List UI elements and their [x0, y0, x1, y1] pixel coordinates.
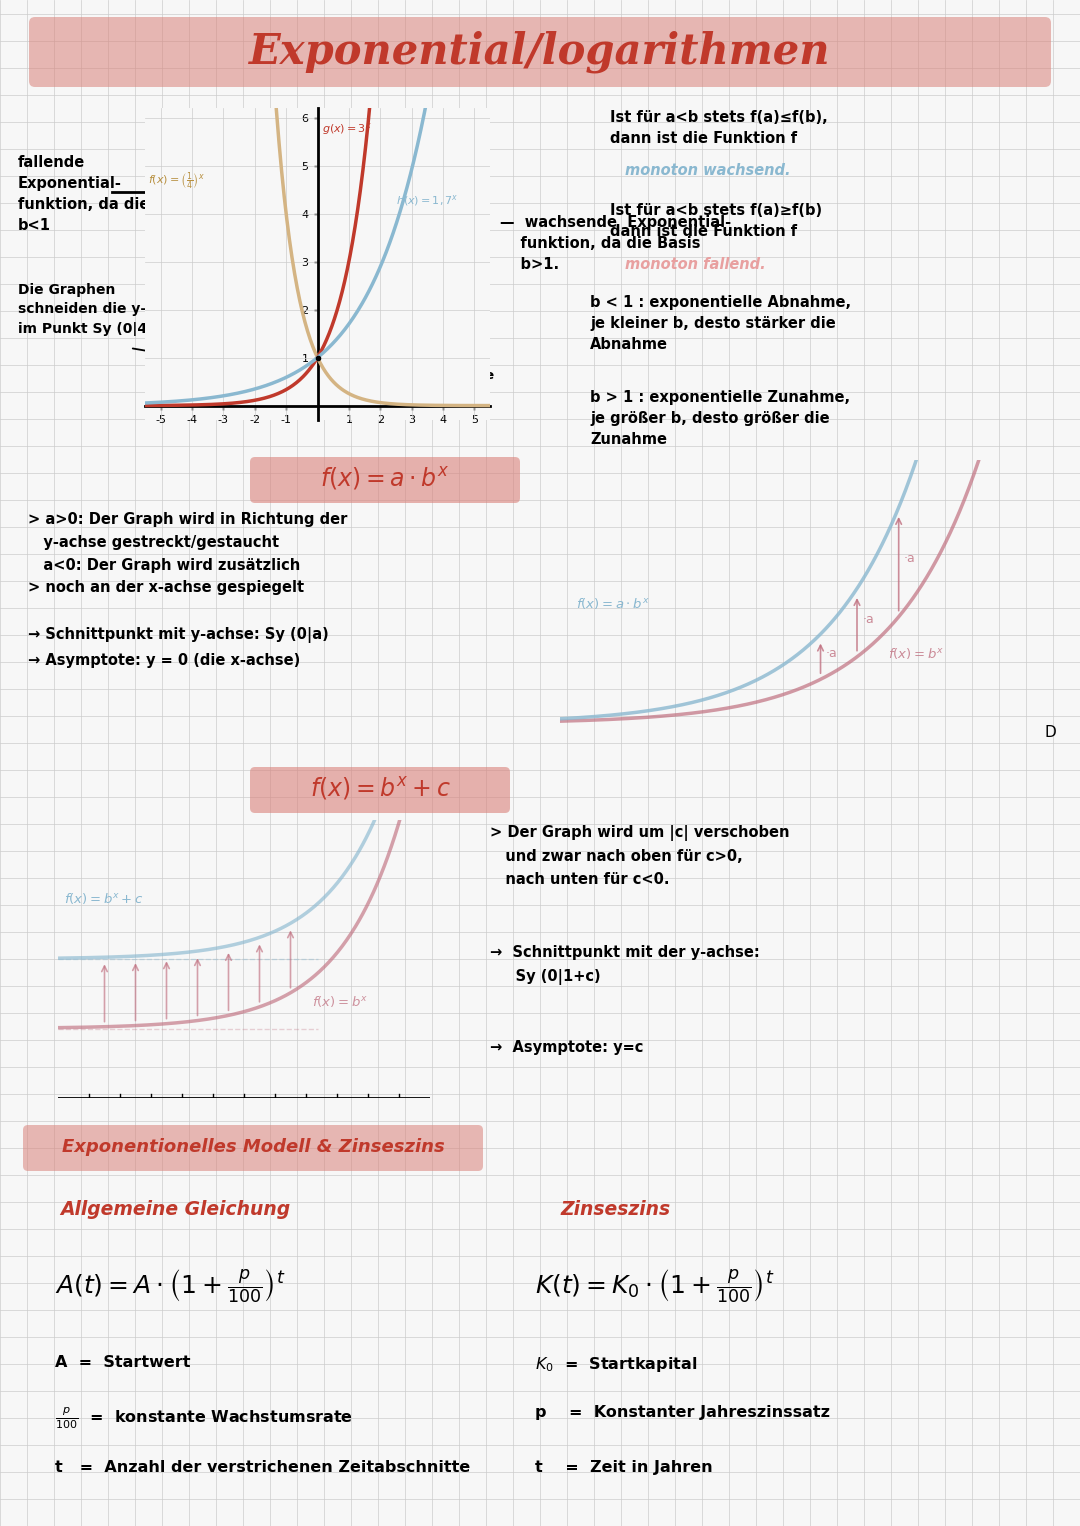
- Text: Die x-Achse
ist Asymptote: Die x-Achse ist Asymptote: [390, 353, 495, 382]
- Text: Exponential/logarithmen: Exponential/logarithmen: [249, 31, 831, 73]
- Text: $f(x)=b^x+c$: $f(x)=b^x+c$: [310, 775, 450, 803]
- Text: > a>0: Der Graph wird in Richtung der
   y-achse gestreckt/gestaucht
   a<0: Der: > a>0: Der Graph wird in Richtung der y-…: [28, 513, 348, 595]
- Text: p    =  Konstanter Jahreszinssatz: p = Konstanter Jahreszinssatz: [535, 1405, 831, 1421]
- Text: $\frac{p}{100}$  =  konstante Wachstumsrate: $\frac{p}{100}$ = konstante Wachstumsrat…: [55, 1405, 353, 1431]
- Text: monoton wachsend.: monoton wachsend.: [625, 163, 791, 179]
- Text: t   =  Anzahl der verstrichenen Zeitabschnitte: t = Anzahl der verstrichenen Zeitabschni…: [55, 1460, 470, 1476]
- Text: Zinseszins: Zinseszins: [561, 1199, 670, 1219]
- Text: $g(x)=3^x$: $g(x)=3^x$: [322, 121, 372, 137]
- Text: monoton fallend.: monoton fallend.: [625, 256, 766, 272]
- Text: ·a: ·a: [862, 612, 874, 626]
- Text: ·a: ·a: [826, 647, 837, 659]
- Text: $K_0$  =  Startkapital: $K_0$ = Startkapital: [535, 1355, 698, 1373]
- Text: b < 1 : exponentielle Abnahme,
je kleiner b, desto stärker die
Abnahme: b < 1 : exponentielle Abnahme, je kleine…: [590, 295, 851, 353]
- Text: A  =  Startwert: A = Startwert: [55, 1355, 190, 1370]
- Text: Ist für a<b stets f(a)≤f(b),
dann ist die Funktion f: Ist für a<b stets f(a)≤f(b), dann ist di…: [610, 110, 827, 146]
- FancyBboxPatch shape: [29, 17, 1051, 87]
- FancyBboxPatch shape: [249, 768, 510, 813]
- Text: $h(x)=1,7^x$: $h(x)=1,7^x$: [396, 194, 459, 209]
- FancyBboxPatch shape: [23, 1125, 483, 1170]
- Text: $f(x)=a \cdot b^x$: $f(x)=a \cdot b^x$: [320, 465, 450, 493]
- Text: $f(x)=b^x$: $f(x)=b^x$: [312, 995, 368, 1009]
- Text: $f(x)=\left(\frac{1}{4}\right)^x$: $f(x)=\left(\frac{1}{4}\right)^x$: [148, 171, 205, 192]
- Text: D: D: [1044, 725, 1056, 740]
- Text: Exponentionelles Modell & Zinseszins: Exponentionelles Modell & Zinseszins: [62, 1138, 444, 1157]
- FancyBboxPatch shape: [249, 456, 519, 504]
- Text: →  Schnittpunkt mit der y-achse:
     Sy (0|1+c): → Schnittpunkt mit der y-achse: Sy (0|1+…: [490, 945, 759, 984]
- Text: → Schnittpunkt mit y-achse: Sy (0|a)
→ Asymptote: y = 0 (die x-achse): → Schnittpunkt mit y-achse: Sy (0|a) → A…: [28, 627, 328, 667]
- Text: $A(t)=A \cdot \left(1+\frac{p}{100}\right)^t$: $A(t)=A \cdot \left(1+\frac{p}{100}\righ…: [55, 1268, 286, 1306]
- Text: t    =  Zeit in Jahren: t = Zeit in Jahren: [535, 1460, 713, 1476]
- Text: →  Asymptote: y=c: → Asymptote: y=c: [490, 1041, 644, 1054]
- Text: $f(x)=b^x$: $f(x)=b^x$: [888, 645, 944, 661]
- Text: fallende
Exponential-
funktion, da die Basis
b<1: fallende Exponential- funktion, da die B…: [18, 156, 198, 233]
- Text: Ist für a<b stets f(a)≥f(b)
dann ist die Funktion f: Ist für a<b stets f(a)≥f(b) dann ist die…: [610, 203, 822, 240]
- Text: —  wachsende  Exponential-
    funktion, da die Basis
    b>1.: — wachsende Exponential- funktion, da di…: [500, 215, 731, 272]
- Text: b > 1 : exponentielle Zunahme,
je größer b, desto größer die
Zunahme: b > 1 : exponentielle Zunahme, je größer…: [590, 391, 850, 447]
- Text: $f(x)=b^x+c$: $f(x)=b^x+c$: [64, 891, 144, 906]
- Text: $K(t)=K_0 \cdot \left(1+\frac{p}{100}\right)^t$: $K(t)=K_0 \cdot \left(1+\frac{p}{100}\ri…: [535, 1268, 774, 1306]
- Text: $f(x)=a \cdot b^x$: $f(x)=a \cdot b^x$: [576, 597, 649, 612]
- Text: Die Graphen
schneiden die y-achse
im Punkt Sy (0|4): Die Graphen schneiden die y-achse im Pun…: [18, 282, 191, 336]
- Text: Allgemeine Gleichung: Allgemeine Gleichung: [60, 1199, 291, 1219]
- Text: > Der Graph wird um |c| verschoben
   und zwar nach oben für c>0,
   nach unten : > Der Graph wird um |c| verschoben und z…: [490, 826, 789, 887]
- Text: ·a: ·a: [904, 552, 916, 565]
